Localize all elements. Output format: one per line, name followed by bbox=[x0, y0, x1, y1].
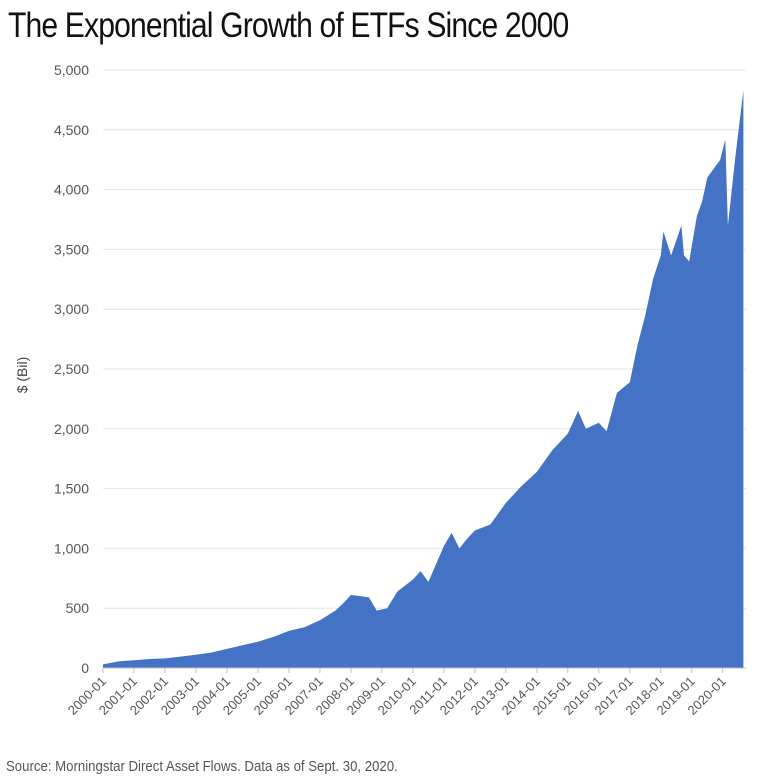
etf-assets-area bbox=[103, 90, 744, 669]
y-tick-label: 4,000 bbox=[54, 182, 89, 198]
source-note: Source: Morningstar Direct Asset Flows. … bbox=[6, 758, 398, 775]
y-tick-label: 1,500 bbox=[54, 481, 89, 497]
y-tick-label: 3,500 bbox=[54, 241, 89, 257]
series bbox=[103, 90, 744, 669]
y-tick-label: 1,000 bbox=[54, 540, 89, 556]
gridlines bbox=[103, 69, 746, 609]
y-tick-label: 2,500 bbox=[54, 361, 89, 377]
y-tick-label: 500 bbox=[66, 600, 90, 616]
y-tick-label: 4,500 bbox=[54, 122, 89, 138]
y-tick-label: 0 bbox=[81, 660, 89, 676]
y-tick-label: 3,000 bbox=[54, 301, 89, 317]
y-tick-label: 2,000 bbox=[54, 421, 89, 437]
y-tick-label: 5,000 bbox=[54, 62, 89, 78]
chart-title: The Exponential Growth of ETFs Since 200… bbox=[8, 6, 569, 45]
y-axis: 0 500 1,000 1,500 2,000 2,500 3,000 3,500 4,000 4… bbox=[54, 62, 89, 676]
x-axis: 2000-012001-012002-012003-012004-012005-… bbox=[65, 667, 746, 718]
